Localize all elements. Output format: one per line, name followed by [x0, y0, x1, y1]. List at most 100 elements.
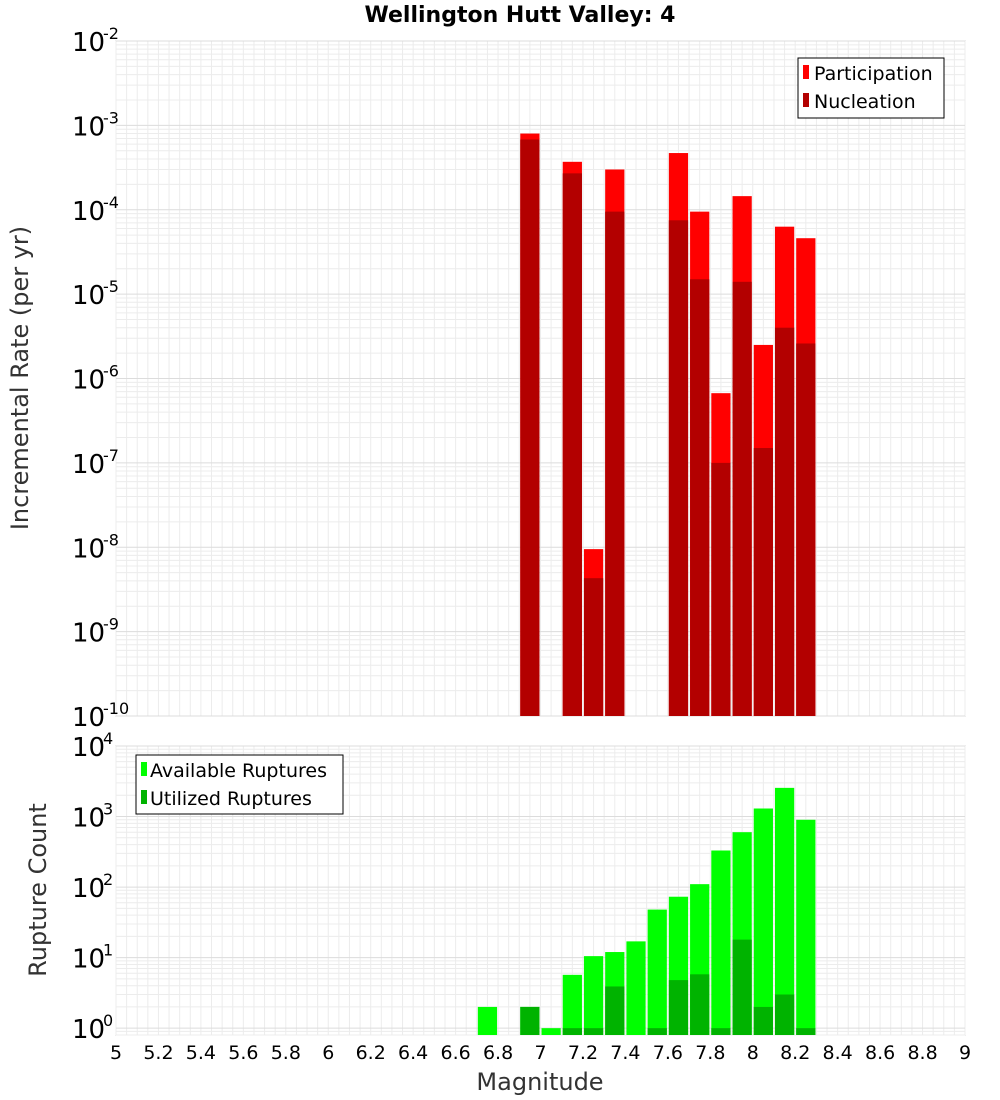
x-tick-label: 8.8	[907, 1042, 937, 1064]
bar-available-ruptures	[647, 909, 667, 1035]
top-y-tick-label: 10	[72, 281, 105, 311]
bar-available-ruptures	[583, 956, 604, 1035]
x-tick-labels: 5 5.2 5.4 5.6 5.8 6 6.2 6.4 6.6 6.8 7 7.2 7.4 7.6 7.8 8…	[110, 1042, 971, 1064]
x-tick-label: 8.4	[823, 1042, 853, 1064]
x-tick-label: 6.2	[356, 1042, 386, 1064]
top-gridlines	[115, 40, 966, 717]
bar-utilized-ruptures	[583, 1028, 604, 1035]
bottom-y-tick-exponent: 3	[103, 800, 113, 819]
bar-utilized-ruptures	[711, 1028, 731, 1035]
x-tick-label: 5.4	[186, 1042, 216, 1064]
top-legend: Participation Nucleation	[797, 57, 945, 119]
bottom-bars	[477, 787, 816, 1035]
x-tick-label: 7.8	[695, 1042, 725, 1064]
bar-nucleation	[711, 462, 731, 716]
top-y-tick-exponent: -6	[103, 362, 119, 381]
bar-utilized-ruptures	[732, 939, 752, 1035]
top-y-tick-exponent: -2	[103, 24, 119, 43]
bottom-legend: Available Ruptures Utilized Ruptures	[135, 754, 344, 815]
bar-nucleation	[796, 343, 816, 716]
chart-title: Wellington Hutt Valley: 4	[365, 3, 676, 28]
top-y-tick-label: 10	[72, 703, 105, 733]
x-tick-label: 7.6	[653, 1042, 683, 1064]
top-y-tick-exponent: -8	[103, 530, 119, 549]
top-y-tick-label: 10	[72, 366, 105, 396]
top-legend-box	[797, 57, 945, 119]
top-y-tick-exponent: -10	[103, 699, 129, 718]
bar-nucleation	[774, 327, 795, 716]
legend-label-utilized-ruptures: Utilized Ruptures	[150, 788, 312, 810]
bar-nucleation	[562, 173, 582, 716]
x-tick-label: 7.2	[568, 1042, 598, 1064]
top-y-tick-label: 10	[72, 450, 105, 480]
bar-available-ruptures	[477, 1006, 498, 1035]
legend-label-available-ruptures: Available Ruptures	[150, 760, 327, 782]
bar-utilized-ruptures	[605, 986, 625, 1035]
legend-swatch-nucleation	[803, 93, 809, 107]
legend-swatch-available-ruptures	[141, 762, 147, 776]
bar-utilized-ruptures	[753, 1006, 773, 1035]
bar-utilized-ruptures	[520, 1006, 540, 1035]
top-y-tick-label: 10	[72, 28, 105, 58]
x-tick-label: 7.4	[610, 1042, 640, 1064]
top-bars	[520, 133, 816, 717]
bottom-y-tick-exponent: 2	[103, 870, 113, 889]
top-y-tick-exponent: -7	[103, 446, 119, 465]
top-y-tick-exponent: -9	[103, 615, 119, 634]
legend-swatch-participation	[803, 65, 809, 79]
bar-utilized-ruptures	[562, 1028, 582, 1035]
bottom-legend-box	[135, 754, 344, 815]
top-y-tick-label: 10	[72, 619, 105, 649]
bar-utilized-ruptures	[690, 974, 710, 1035]
x-tick-label: 8.2	[780, 1042, 810, 1064]
bottom-y-tick-exponent: 4	[103, 729, 113, 748]
x-tick-label: 6	[322, 1042, 334, 1064]
top-y-tick-exponent: -5	[103, 277, 119, 296]
bar-nucleation	[668, 220, 689, 717]
bar-available-ruptures	[541, 1028, 561, 1035]
bar-available-ruptures	[774, 787, 795, 1035]
x-tick-label: 5	[110, 1042, 122, 1064]
bar-utilized-ruptures	[796, 1028, 816, 1035]
bottom-y-tick-exponent: 1	[103, 941, 113, 960]
bottom-y-tick-label: 10	[72, 945, 105, 975]
x-tick-label: 6.6	[440, 1042, 470, 1064]
bar-available-ruptures	[562, 974, 582, 1035]
bottom-y-tick-exponent: 0	[103, 1011, 113, 1030]
x-tick-label: 6.4	[398, 1042, 428, 1064]
x-tick-label: 5.2	[143, 1042, 173, 1064]
bottom-y-tick-label: 10	[72, 874, 105, 904]
x-tick-label: 9	[959, 1042, 971, 1064]
bar-utilized-ruptures	[774, 994, 795, 1035]
bar-nucleation	[732, 281, 752, 716]
x-tick-label: 7	[534, 1042, 546, 1064]
top-y-axis-label: Incremental Rate (per yr)	[6, 226, 34, 530]
x-tick-label: 8.6	[865, 1042, 895, 1064]
x-tick-label: 8	[747, 1042, 759, 1064]
x-tick-label: 5.6	[228, 1042, 258, 1064]
bar-available-ruptures	[753, 808, 773, 1035]
top-y-tick-exponent: -4	[103, 193, 119, 212]
bottom-y-axis-label: Rupture Count	[24, 803, 52, 977]
legend-label-nucleation: Nucleation	[814, 91, 916, 113]
top-y-tick-label: 10	[72, 197, 105, 227]
bottom-y-tick-label: 10	[72, 804, 105, 834]
top-y-tick-exponent: -3	[103, 108, 119, 127]
bar-nucleation	[583, 578, 604, 716]
bar-nucleation	[605, 211, 625, 716]
top-y-tick-label: 10	[72, 112, 105, 142]
bar-nucleation	[753, 448, 773, 716]
legend-label-participation: Participation	[814, 63, 933, 85]
bar-nucleation	[520, 139, 540, 716]
bar-nucleation	[690, 279, 710, 716]
bar-available-ruptures	[711, 850, 731, 1035]
x-tick-label: 6.8	[483, 1042, 513, 1064]
bottom-y-tick-label: 10	[72, 1015, 105, 1045]
bar-utilized-ruptures	[647, 1028, 667, 1035]
x-tick-label: 5.8	[271, 1042, 301, 1064]
bar-available-ruptures	[796, 819, 816, 1035]
